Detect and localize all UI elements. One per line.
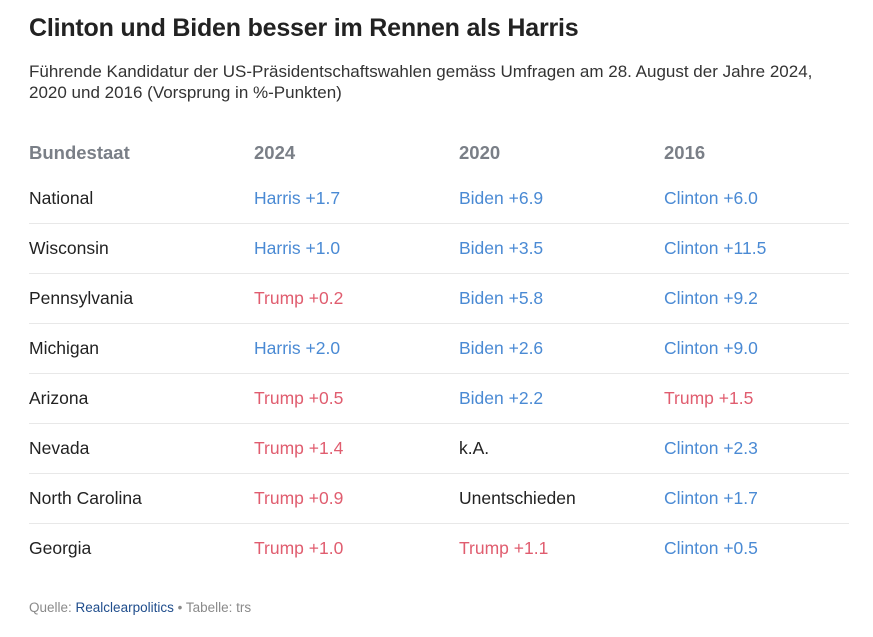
lead-2020: Biden +5.8 bbox=[459, 288, 544, 308]
lead-2016: Trump +1.5 bbox=[664, 388, 754, 408]
lead-2016: Clinton +2.3 bbox=[664, 438, 758, 458]
lead-2016: Clinton +9.0 bbox=[664, 338, 758, 358]
header-2016: 2016 bbox=[664, 142, 706, 163]
source-separator: • bbox=[177, 600, 183, 615]
lead-2016: Clinton +0.5 bbox=[664, 538, 758, 558]
table-row: Michigan Harris +2.0 Biden +2.6 Clinton +9.… bbox=[29, 324, 849, 374]
chart-subtitle: Führende Kandidatur der US-Präsidentscha… bbox=[29, 62, 813, 102]
results-table: Bundestaat 2024 2020 2016 National Harris… bbox=[29, 132, 849, 573]
source-link[interactable]: Realclearpolitics bbox=[75, 600, 174, 615]
table-row: Nevada Trump +1.4 k.A. Clinton +2.3 bbox=[29, 424, 849, 474]
header-2024: 2024 bbox=[254, 142, 296, 163]
lead-2020: Biden +2.6 bbox=[459, 338, 544, 358]
table-row: Pennsylvania Trump +0.2 Biden +5.8 Clinton … bbox=[29, 274, 849, 324]
state-name: Wisconsin bbox=[29, 238, 109, 258]
lead-2016: Clinton +9.2 bbox=[664, 288, 758, 308]
lead-2020: Unentschieden bbox=[459, 488, 576, 508]
lead-2024: Harris +1.0 bbox=[254, 238, 341, 258]
lead-2024: Trump +1.0 bbox=[254, 538, 344, 558]
header-bundestaat: Bundestaat bbox=[29, 142, 130, 163]
table-row: North Carolina Trump +0.9 Unentschieden Cli… bbox=[29, 474, 849, 524]
lead-2020: k.A. bbox=[459, 438, 490, 458]
table-row: Wisconsin Harris +1.0 Biden +3.5 Clinton +1… bbox=[29, 224, 849, 274]
table-row: Arizona Trump +0.5 Biden +2.2 Trump +1.5 bbox=[29, 374, 849, 424]
state-name: Pennsylvania bbox=[29, 288, 134, 308]
lead-2020: Trump +1.1 bbox=[459, 538, 549, 558]
table-header: Bundestaat 2024 2020 2016 bbox=[29, 132, 849, 174]
chart-title: Clinton und Biden besser im Rennen als H… bbox=[29, 14, 579, 42]
table-row: Georgia Trump +1.0 Trump +1.1 Clinton +0.5 bbox=[29, 524, 849, 573]
table-body: National Harris +1.7 Biden +6.9 Clinton +6.… bbox=[29, 174, 849, 573]
lead-2024: Harris +2.0 bbox=[254, 338, 341, 358]
state-name: North Carolina bbox=[29, 488, 142, 508]
header-2020: 2020 bbox=[459, 142, 501, 163]
source-note: Quelle: Realclearpolitics • Tabelle: trs bbox=[29, 600, 251, 615]
state-name: National bbox=[29, 188, 94, 208]
table-row: National Harris +1.7 Biden +6.9 Clinton +6.… bbox=[29, 174, 849, 224]
source-label: Quelle: bbox=[29, 600, 72, 615]
lead-2024: Harris +1.7 bbox=[254, 188, 341, 208]
lead-2020: Biden +2.2 bbox=[459, 388, 544, 408]
lead-2024: Trump +0.2 bbox=[254, 288, 344, 308]
state-name: Nevada bbox=[29, 438, 90, 458]
lead-2016: Clinton +11.5 bbox=[664, 238, 767, 258]
state-name: Georgia bbox=[29, 538, 92, 558]
table-credit: Tabelle: trs bbox=[185, 600, 252, 615]
lead-2016: Clinton +6.0 bbox=[664, 188, 758, 208]
lead-2016: Clinton +1.7 bbox=[664, 488, 758, 508]
lead-2024: Trump +0.5 bbox=[254, 388, 344, 408]
lead-2020: Biden +3.5 bbox=[459, 238, 544, 258]
lead-2020: Biden +6.9 bbox=[459, 188, 544, 208]
state-name: Michigan bbox=[29, 338, 100, 358]
lead-2024: Trump +0.9 bbox=[254, 488, 344, 508]
state-name: Arizona bbox=[29, 388, 89, 408]
lead-2024: Trump +1.4 bbox=[254, 438, 344, 458]
